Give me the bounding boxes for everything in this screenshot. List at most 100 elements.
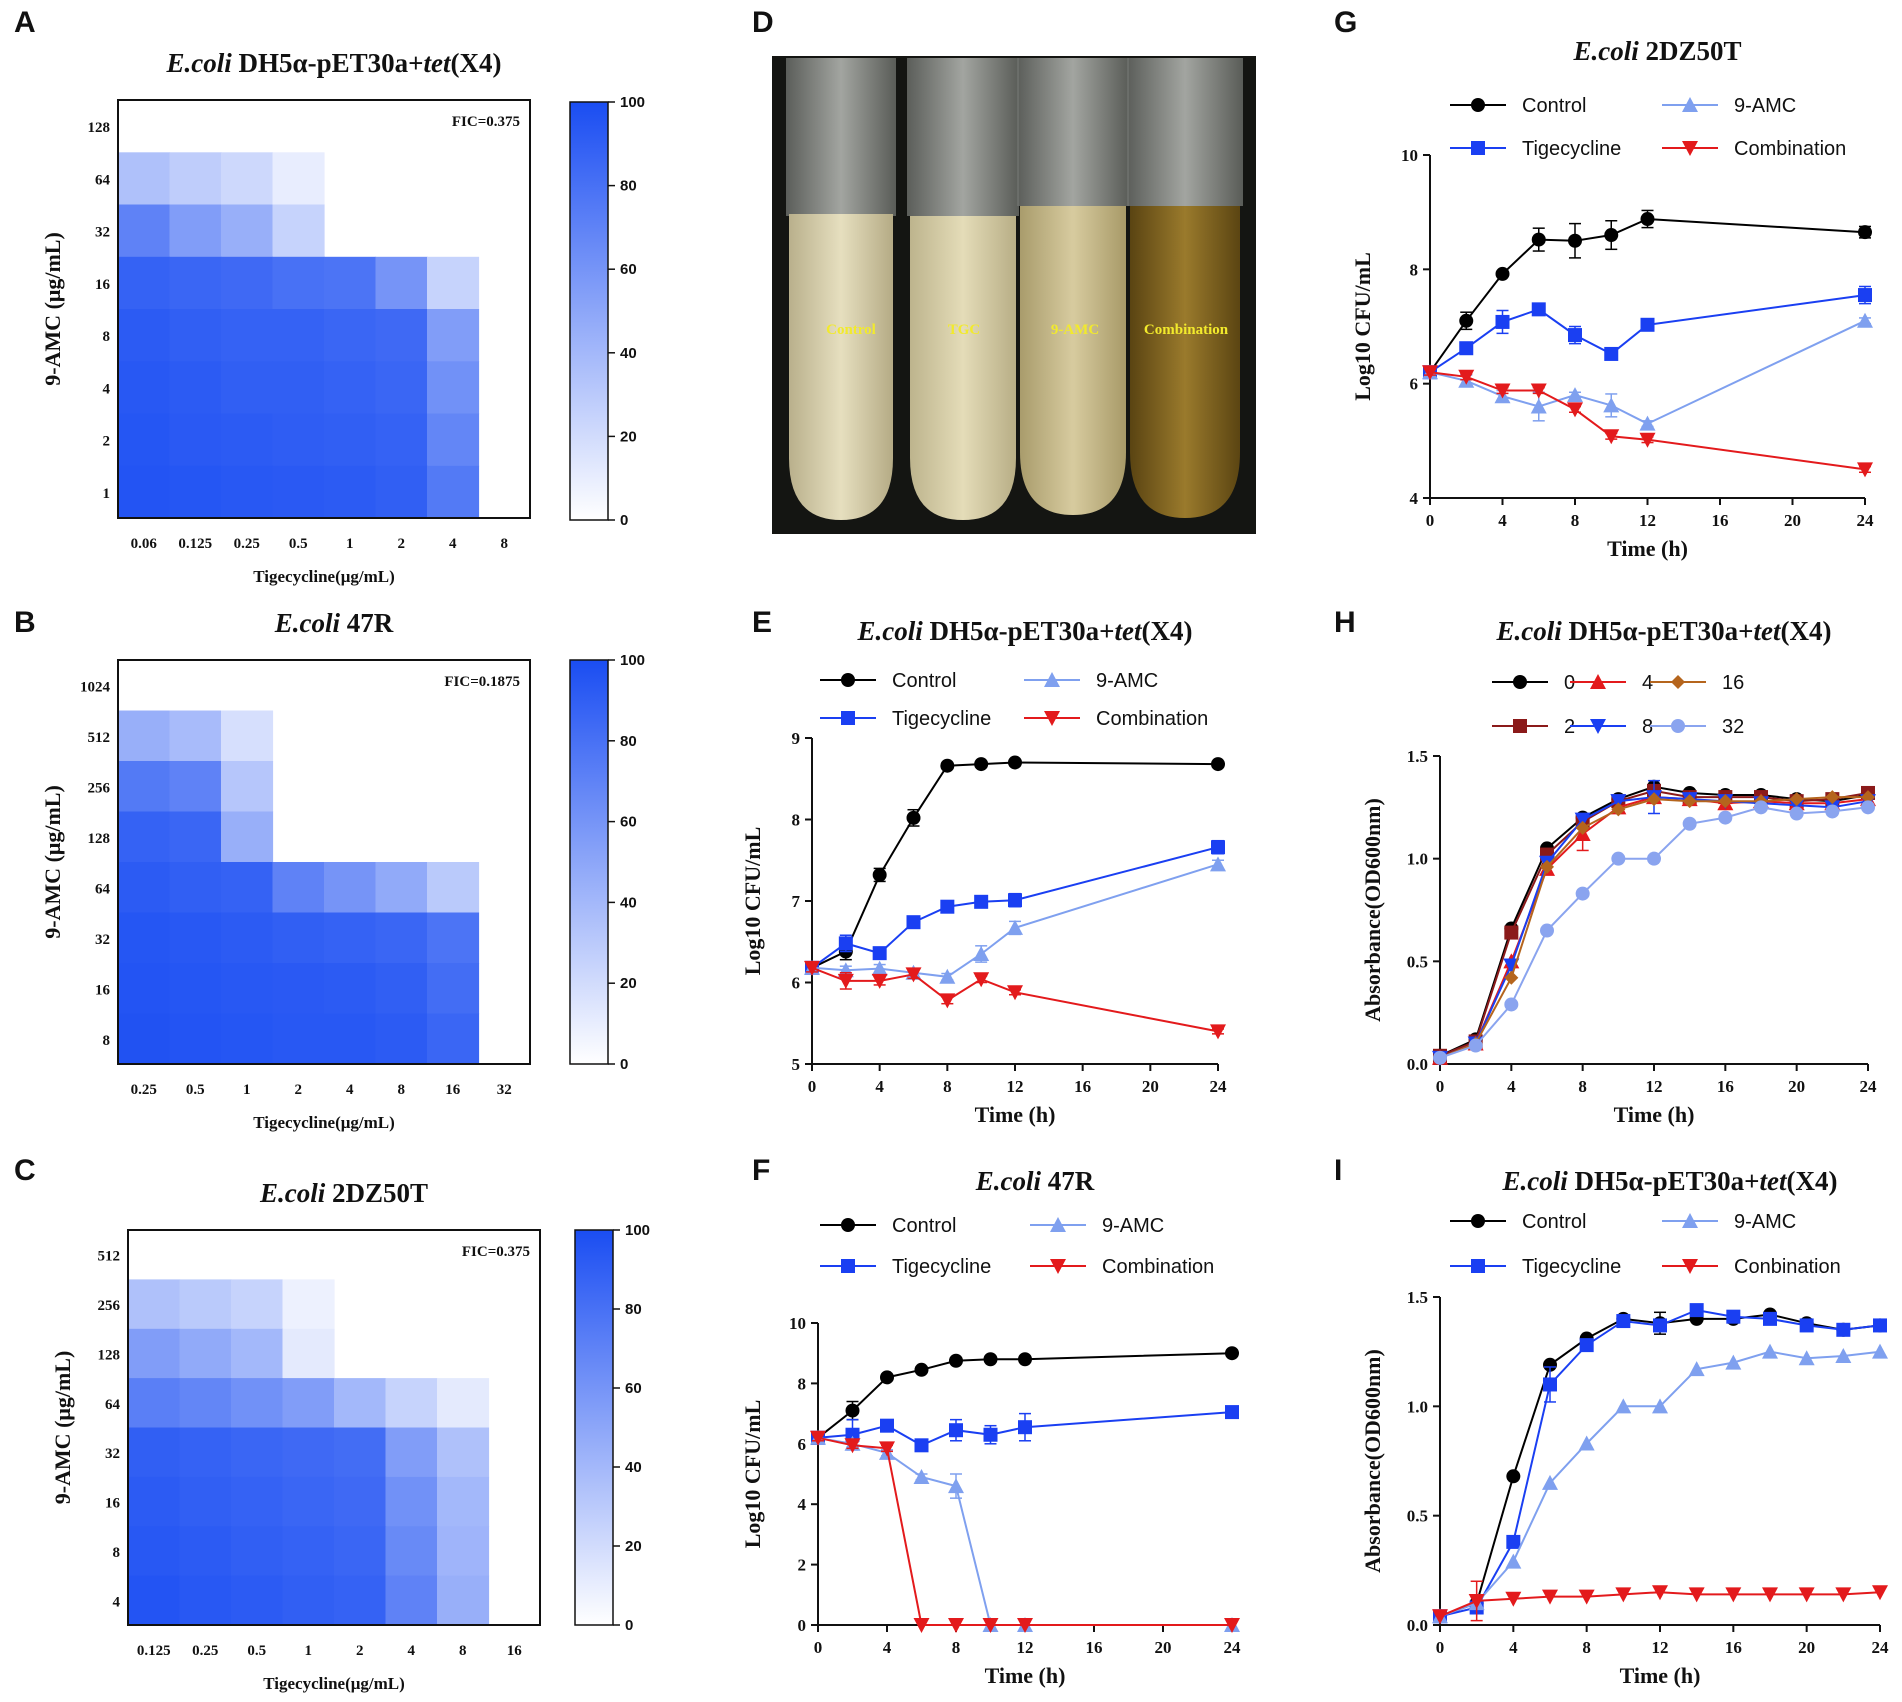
x-tick-label: 2 — [398, 536, 406, 552]
heatmap-cell — [221, 1013, 274, 1065]
heatmap-cell — [385, 1476, 438, 1527]
panel-letter-g: G — [1334, 6, 1357, 39]
heatmap-cell — [272, 309, 325, 362]
heatmap-cell — [169, 152, 222, 206]
y-tick-label: 256 — [88, 780, 111, 796]
chart-title: E.coli DH5α-pET30a+tet(X4) — [1496, 616, 1832, 646]
heatmap-cell — [128, 1378, 181, 1429]
heatmap-cell — [169, 361, 222, 415]
y-tick-label: 4 — [103, 381, 111, 397]
chart-title: E.coli DH5α-pET30a+tet(X4) — [857, 616, 1193, 646]
data-point — [1543, 1357, 1557, 1372]
heatmap-cell — [272, 912, 325, 964]
heatmap-title: E.coli 2DZ50T — [259, 1178, 428, 1208]
y-tick-label: 8 — [792, 811, 801, 830]
data-point — [983, 1352, 998, 1367]
data-point — [837, 973, 854, 989]
heatmap-cell — [221, 963, 274, 1015]
heatmap-cell — [128, 1575, 181, 1626]
line-chart-h: E.coli DH5α-pET30a+tet(X4)0 4 8 12 16 20 240.0… — [1360, 616, 1877, 1127]
series-line — [1439, 796, 1868, 1059]
y-axis-label: Log10 CFU/mL — [1350, 252, 1375, 401]
legend-marker — [1682, 141, 1698, 156]
legend-marker — [1471, 141, 1485, 155]
data-point — [1789, 792, 1804, 807]
data-point — [1432, 1609, 1448, 1625]
x-tick-label: 8 — [398, 1082, 406, 1098]
legend-label: Control — [892, 670, 956, 692]
heatmap-cell — [221, 761, 274, 813]
heatmap-cell — [221, 862, 274, 914]
x-tick-label: 4 — [1509, 1638, 1518, 1657]
y-tick-label: 1.5 — [1407, 1288, 1428, 1307]
heatmap-cell — [128, 1427, 181, 1478]
data-point — [913, 1469, 930, 1485]
heatmap-cell — [231, 1279, 284, 1330]
x-tick-label: 4 — [1507, 1077, 1516, 1096]
legend: Control 9-AMC Tigecycline Conbination — [1450, 1211, 1841, 1278]
y-tick-label: 256 — [98, 1298, 121, 1314]
data-point — [1682, 794, 1697, 809]
heatmap-cell — [221, 204, 274, 258]
y-axis-label: 9-AMC (μg/mL) — [40, 232, 65, 386]
series-tigecycline — [805, 839, 1225, 975]
legend-label: 9-AMC — [1734, 1211, 1796, 1233]
heatmap-title: E.coli 47R — [274, 608, 394, 638]
legend: 0 4 162 8 32 — [1492, 672, 1744, 738]
y-axis-label: Log10 CFU/mL — [740, 1400, 765, 1549]
colorbar-tick-label: 40 — [620, 894, 637, 911]
heatmap-cell — [427, 309, 480, 362]
y-tick-label: 64 — [95, 172, 111, 188]
y-tick-label: 1024 — [80, 679, 111, 695]
x-tick-label: 4 — [875, 1077, 884, 1096]
heatmap-cell — [221, 811, 274, 863]
y-tick-label: 8 — [113, 1545, 121, 1561]
heatmap-cell — [118, 256, 171, 310]
x-tick-label: 8 — [501, 536, 509, 552]
y-tick-label: 64 — [95, 881, 111, 897]
colorbar-tick-label: 60 — [620, 814, 637, 831]
data-point — [1610, 794, 1627, 810]
data-point — [1789, 806, 1804, 821]
heatmap-cell — [427, 963, 480, 1015]
x-tick-label: 24 — [1860, 1077, 1878, 1096]
legend-label: 16 — [1722, 672, 1744, 694]
heatmap-cell — [169, 912, 222, 964]
heatmap-cell — [282, 1427, 335, 1478]
x-tick-label: 0.06 — [131, 536, 158, 552]
heatmap-cell — [324, 1013, 377, 1065]
data-point — [879, 1441, 895, 1457]
x-tick-label: 16 — [1717, 1077, 1734, 1096]
series-9-amc — [804, 856, 1226, 984]
x-tick-label: 20 — [1784, 511, 1801, 530]
series-line — [1439, 1350, 1881, 1618]
heatmap-cell — [375, 309, 428, 362]
heatmap-cell — [324, 912, 377, 964]
y-tick-label: 32 — [95, 932, 110, 948]
x-tick-label: 1 — [346, 536, 354, 552]
data-point — [983, 1427, 998, 1442]
series-tigecycline — [811, 1405, 1239, 1453]
heatmap-cell — [282, 1575, 335, 1626]
legend-label: 9-AMC — [1102, 1215, 1164, 1237]
legend-label: Control — [892, 1215, 956, 1237]
tube-label-combination: Combination — [1144, 322, 1229, 338]
y-tick-label: 512 — [98, 1249, 121, 1265]
data-point — [949, 1423, 963, 1438]
x-tick-label: 20 — [1798, 1638, 1815, 1657]
x-tick-label: 8 — [459, 1643, 467, 1659]
heatmap-cell — [375, 862, 428, 914]
y-tick-label: 4 — [113, 1594, 121, 1610]
data-point — [1835, 1348, 1852, 1364]
series-0 — [1433, 779, 1875, 1063]
data-point — [1567, 402, 1583, 418]
line-chart-e: E.coli DH5α-pET30a+tet(X4) 0 4 8 12 16 20 24 5 6 7… — [740, 616, 1227, 1127]
heatmap-cell — [334, 1575, 387, 1626]
x-axis-label: Time (h) — [975, 1102, 1056, 1127]
heatmap-cell — [118, 465, 171, 519]
panel-letter-h: H — [1334, 606, 1356, 639]
data-point — [914, 1438, 929, 1453]
x-tick-label: 1 — [243, 1082, 251, 1098]
tube-9amc: 9-AMC — [1017, 58, 1129, 515]
data-point — [1615, 1587, 1632, 1603]
